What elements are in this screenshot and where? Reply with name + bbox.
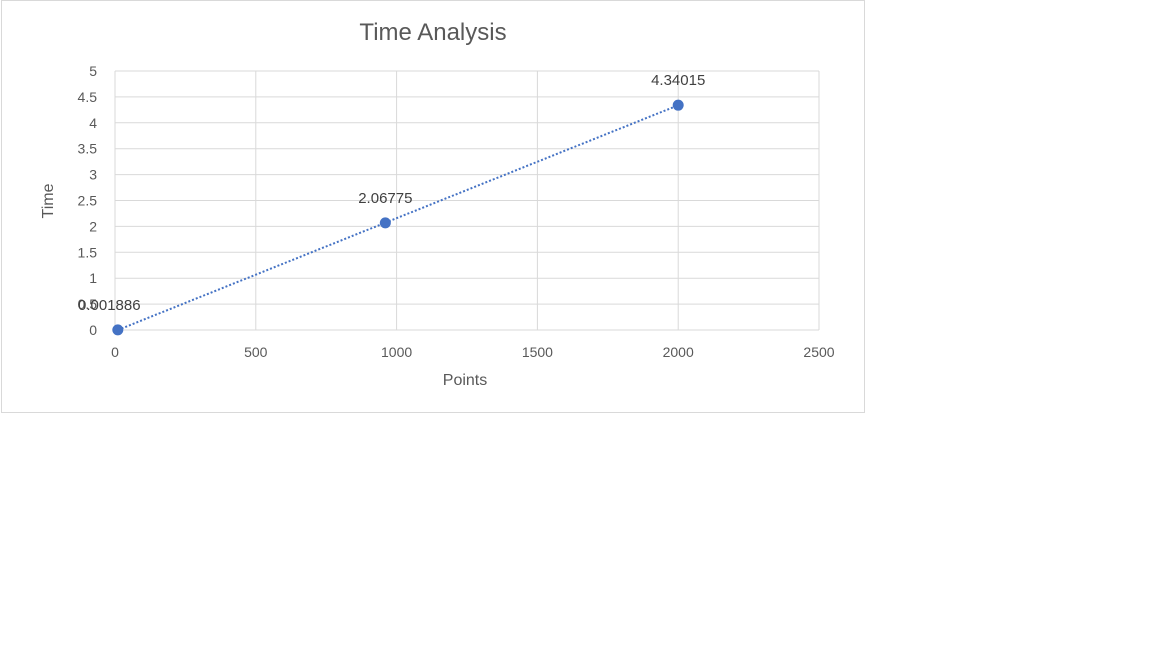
y-tick-label: 5 bbox=[89, 63, 97, 79]
y-tick-label: 2 bbox=[89, 218, 97, 234]
data-points bbox=[112, 99, 684, 336]
chart-title: Time Analysis bbox=[359, 19, 506, 46]
data-point bbox=[112, 324, 124, 336]
y-tick-label: 3 bbox=[89, 167, 97, 183]
data-labels: 0.001886 2.06775 4.34015 bbox=[78, 72, 705, 314]
data-point bbox=[379, 217, 391, 229]
data-point bbox=[672, 99, 684, 111]
scatter-chart: Time Analysis 0 0.5 1 1.5 2 2.5 3 3.5 4 4.5 5 0 500… bbox=[40, 19, 835, 389]
x-gridlines bbox=[114, 71, 820, 330]
y-tick-label: 2.5 bbox=[78, 193, 98, 209]
x-tick-label: 500 bbox=[244, 344, 268, 360]
x-tick-label: 2500 bbox=[803, 344, 834, 360]
x-tick-label: 1500 bbox=[522, 344, 553, 360]
x-tick-label: 2000 bbox=[663, 344, 694, 360]
x-tick-label: 0 bbox=[111, 344, 119, 360]
y-axis-title: Time bbox=[40, 183, 57, 218]
data-label: 2.06775 bbox=[358, 190, 412, 207]
chart-frame: Time Analysis 0 0.5 1 1.5 2 2.5 3 3.5 4 4.5 5 0 500… bbox=[1, 0, 865, 413]
y-tick-label: 0.5 bbox=[78, 296, 98, 312]
y-tick-label: 3.5 bbox=[78, 141, 98, 157]
y-tick-label: 4.5 bbox=[78, 89, 98, 105]
data-label: 0.001886 bbox=[78, 297, 141, 314]
data-label: 4.34015 bbox=[651, 72, 705, 89]
y-tick-label: 0 bbox=[89, 322, 97, 338]
x-axis-title: Points bbox=[443, 372, 487, 389]
x-axis-ticks: 0 500 1000 1500 2000 2500 bbox=[111, 344, 835, 360]
x-tick-label: 1000 bbox=[381, 344, 412, 360]
y-tick-label: 1.5 bbox=[78, 244, 98, 260]
y-gridlines bbox=[115, 70, 819, 331]
trendline bbox=[117, 104, 679, 331]
y-axis-ticks: 0 0.5 1 1.5 2 2.5 3 3.5 4 4.5 5 bbox=[78, 63, 98, 338]
y-tick-label: 1 bbox=[89, 270, 97, 286]
y-tick-label: 4 bbox=[89, 115, 97, 131]
